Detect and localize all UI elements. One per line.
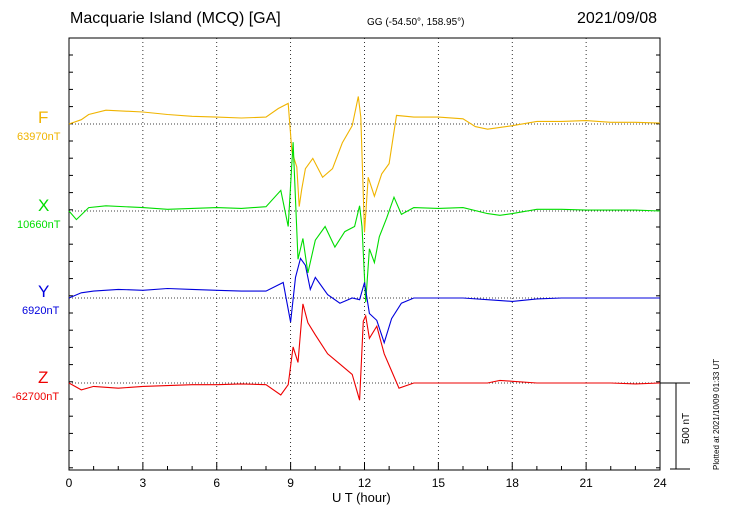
- x-tick-label: 12: [358, 476, 372, 490]
- component-letter-y: Y: [38, 282, 50, 301]
- chart-date: 2021/09/08: [577, 10, 658, 27]
- series-line-y: [68, 257, 660, 345]
- series-line-x: [68, 142, 661, 303]
- station-coordinates: GG (-54.50°, 158.95°): [367, 17, 465, 28]
- component-letter-x: X: [38, 196, 50, 215]
- component-letter-z: Z: [38, 368, 49, 387]
- plotted-timestamp: Plotted at 2021/10/09 01:33 UT: [712, 358, 721, 470]
- series-line-z: [68, 303, 661, 401]
- x-tick-label: 21: [579, 476, 593, 490]
- component-baseline-y: 6920nT: [22, 305, 60, 317]
- series-line-f: [68, 96, 661, 233]
- x-tick-label: 3: [140, 476, 147, 490]
- chart-title: Macquarie Island (MCQ) [GA]: [70, 10, 281, 27]
- x-tick-label: 18: [506, 476, 520, 490]
- x-axis-label: U T (hour): [332, 490, 391, 505]
- x-tick-label: 0: [66, 476, 73, 490]
- component-letter-f: F: [38, 108, 49, 127]
- component-baseline-f: 63970nT: [17, 131, 61, 143]
- scale-bar-label: 500 nT: [681, 412, 692, 444]
- x-tick-label: 24: [653, 476, 667, 490]
- x-tick-label: 15: [432, 476, 446, 490]
- component-baseline-z: -62700nT: [12, 391, 60, 403]
- x-tick-label: 6: [213, 476, 220, 490]
- x-tick-label: 9: [287, 476, 294, 490]
- component-baseline-x: 10660nT: [17, 219, 61, 231]
